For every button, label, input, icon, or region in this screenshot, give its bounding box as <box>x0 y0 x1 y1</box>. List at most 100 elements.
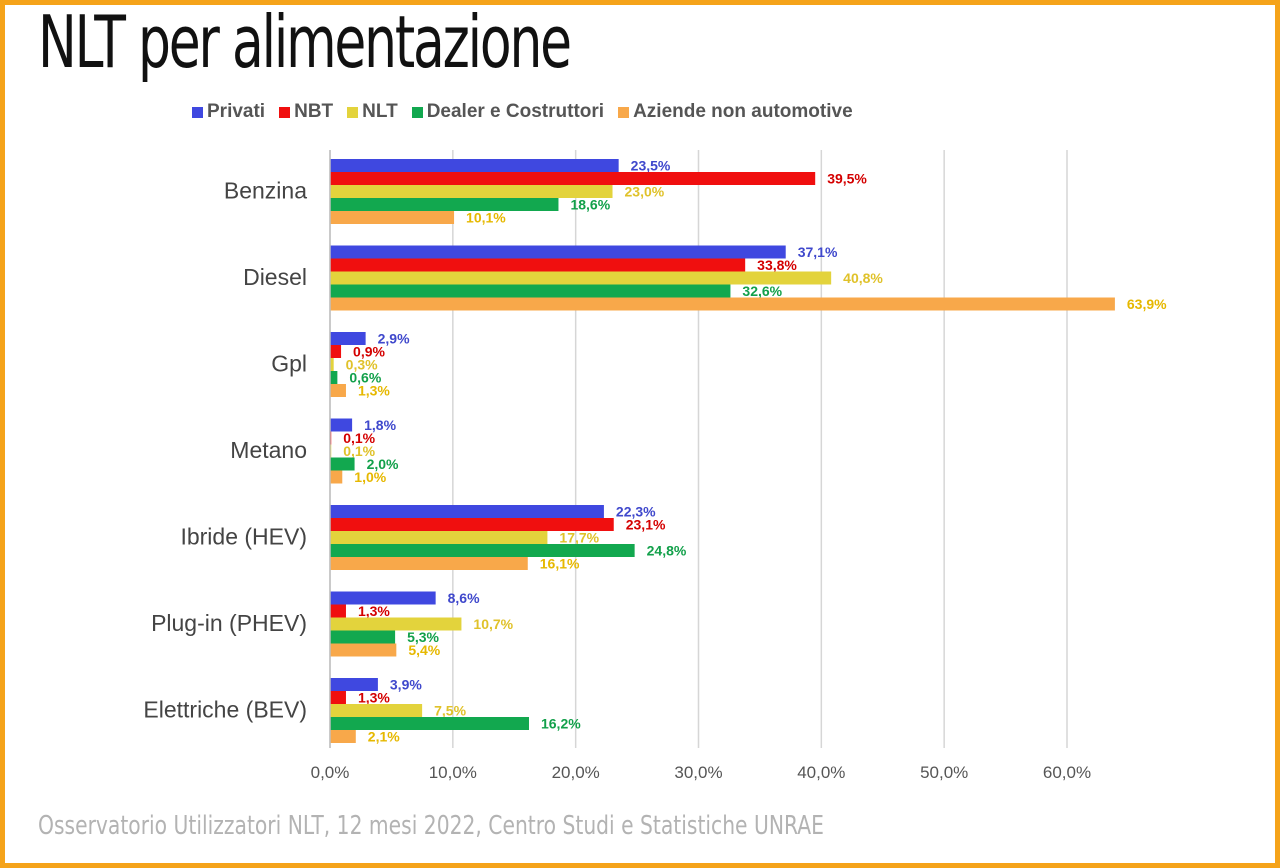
bar <box>330 371 338 384</box>
bar <box>330 159 619 172</box>
data-label: 16,2% <box>541 716 581 732</box>
bar <box>330 544 635 557</box>
legend-swatch <box>618 106 630 118</box>
x-tick-label: 60,0% <box>1043 763 1091 782</box>
bar <box>330 345 342 358</box>
data-label: 24,8% <box>647 543 687 559</box>
bar <box>330 730 356 743</box>
bar <box>330 717 529 730</box>
legend-swatch <box>192 106 203 118</box>
x-tick-label: 0,0% <box>311 763 350 782</box>
data-label: 5,3% <box>407 629 439 645</box>
data-label: 3,9% <box>390 677 422 693</box>
data-label: 5,4% <box>408 642 440 658</box>
data-label: 32,6% <box>742 283 782 299</box>
data-label: 0,1% <box>343 443 375 459</box>
data-label: 2,9% <box>378 331 410 347</box>
data-label: 40,8% <box>843 270 883 286</box>
bar <box>330 297 1115 311</box>
bar <box>330 557 528 570</box>
legend-item: NBT <box>279 101 333 123</box>
bar <box>330 604 346 618</box>
page-title: NLT per alimentazione <box>38 0 572 84</box>
category-label: Elettriche (BEV) <box>143 697 307 723</box>
bar <box>330 531 548 544</box>
bar <box>330 678 378 691</box>
data-label: 0,3% <box>346 357 378 373</box>
category-label: Metano <box>230 437 307 463</box>
data-label: 23,0% <box>625 184 665 200</box>
bar <box>330 617 462 631</box>
bar <box>330 591 436 605</box>
data-label: 18,6% <box>570 197 610 213</box>
data-label: 1,3% <box>358 690 390 706</box>
bar <box>330 643 397 657</box>
chart-legend: Privati NBT NLT Dealer e Costruttori Aziende… <box>192 101 853 123</box>
data-label: 10,1% <box>466 210 506 226</box>
bar <box>330 630 396 644</box>
data-label: 23,1% <box>626 517 666 533</box>
data-label: 0,1% <box>343 430 375 446</box>
data-label: 63,9% <box>1127 296 1167 312</box>
category-label: Diesel <box>243 264 307 290</box>
data-label: 17,7% <box>559 530 599 546</box>
bar <box>330 518 614 531</box>
bar <box>330 271 832 285</box>
source-note: Osservatorio Utilizzatori NLT, 12 mesi 2… <box>38 811 824 841</box>
data-label: 23,5% <box>631 158 671 174</box>
bar <box>330 691 346 704</box>
legend-item: Dealer e Costruttori <box>411 101 605 123</box>
data-label: 2,0% <box>367 456 399 472</box>
data-label: 33,8% <box>757 257 797 273</box>
category-label: Plug-in (PHEV) <box>151 610 307 636</box>
data-label: 0,6% <box>349 370 381 386</box>
x-tick-label: 10,0% <box>429 763 477 782</box>
data-label: 7,5% <box>434 703 466 719</box>
data-label: 2,1% <box>368 729 400 745</box>
bar <box>330 358 334 371</box>
legend-item: NLT <box>347 101 398 123</box>
data-label: 16,1% <box>540 556 580 572</box>
data-label: 1,3% <box>358 383 390 399</box>
data-label: 8,6% <box>448 590 480 606</box>
legend-swatch <box>411 106 423 118</box>
bar <box>330 505 604 518</box>
legend-label: Privati <box>207 101 266 122</box>
data-label: 0,9% <box>353 344 385 360</box>
bar <box>330 384 346 397</box>
data-label: 1,3% <box>358 603 390 619</box>
bar <box>330 418 353 432</box>
x-tick-label: 40,0% <box>797 763 845 782</box>
bar <box>330 258 746 272</box>
legend-label: Dealer e Costruttori <box>426 101 605 122</box>
bar <box>330 284 731 298</box>
category-label: Benzina <box>224 178 307 204</box>
bar <box>330 457 355 471</box>
bar <box>330 245 786 259</box>
data-label: 1,8% <box>364 417 396 433</box>
legend-item: Privati <box>192 101 265 123</box>
bar <box>330 470 343 484</box>
x-tick-label: 30,0% <box>674 763 722 782</box>
bar <box>330 332 366 345</box>
data-label: 39,5% <box>827 171 867 187</box>
x-tick-label: 20,0% <box>552 763 600 782</box>
category-label: Ibride (HEV) <box>180 524 307 550</box>
data-label: 22,3% <box>616 504 656 520</box>
data-label: 10,7% <box>473 616 513 632</box>
bar <box>330 704 423 717</box>
bar <box>330 172 816 185</box>
data-label: 1,0% <box>354 469 386 485</box>
legend-item: Aziende non automotive <box>618 101 853 123</box>
legend-label: NLT <box>362 101 398 122</box>
legend-label: NBT <box>294 101 334 122</box>
bar <box>330 198 559 211</box>
legend-label: Aziende non automotive <box>633 101 853 122</box>
legend-swatch <box>279 106 291 118</box>
x-tick-label: 50,0% <box>920 763 968 782</box>
category-label: Gpl <box>271 351 307 377</box>
data-label: 37,1% <box>798 244 838 260</box>
bar <box>330 211 455 224</box>
legend-swatch <box>347 106 359 118</box>
